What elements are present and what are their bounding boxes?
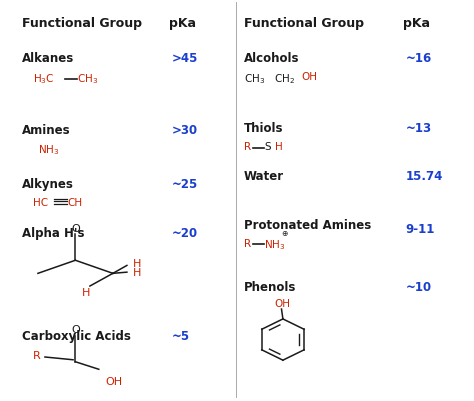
Text: Alkynes: Alkynes [21,178,73,190]
Text: R: R [33,350,41,360]
Text: Functional Group: Functional Group [21,16,142,30]
Text: OH: OH [301,72,318,81]
Text: HC: HC [33,197,48,207]
Text: Protonated Amines: Protonated Amines [244,218,371,231]
Text: H: H [275,142,283,152]
Text: CH$_3$: CH$_3$ [244,72,265,85]
Text: CH$_3$: CH$_3$ [77,72,98,86]
Text: Functional Group: Functional Group [244,16,364,30]
Text: CH: CH [67,197,82,207]
Text: Alcohols: Alcohols [244,52,300,65]
Text: Alkanes: Alkanes [21,52,74,65]
Text: ~13: ~13 [406,122,432,134]
Text: NH$_3$: NH$_3$ [38,143,59,157]
Text: OH: OH [106,377,123,387]
Text: CH$_2$: CH$_2$ [273,72,294,85]
Text: S: S [264,142,271,152]
Text: H: H [82,287,90,297]
Text: Carboxylic Acids: Carboxylic Acids [21,329,130,342]
Text: NH$_3$: NH$_3$ [264,238,285,252]
Text: pKa: pKa [403,16,430,30]
Text: Water: Water [244,170,284,182]
Text: H: H [133,259,141,269]
Text: ~10: ~10 [406,280,432,294]
Text: H$_3$C: H$_3$C [33,72,55,86]
Text: H: H [133,267,141,277]
Text: pKa: pKa [169,16,196,30]
Text: O: O [72,223,81,233]
Text: >45: >45 [172,52,198,65]
Text: ~20: ~20 [172,226,198,239]
Text: 9-11: 9-11 [406,222,435,235]
Text: >30: >30 [172,124,198,136]
Text: ~25: ~25 [172,178,198,190]
Text: Alpha H's: Alpha H's [21,226,84,239]
Text: R: R [244,238,251,248]
Text: 15.74: 15.74 [406,170,443,182]
Text: $\oplus$: $\oplus$ [281,228,289,237]
Text: ~16: ~16 [406,52,432,65]
Text: Amines: Amines [21,124,70,136]
Text: OH: OH [274,298,291,308]
Text: ~5: ~5 [172,329,190,342]
Text: R: R [244,142,251,152]
Text: Phenols: Phenols [244,280,296,294]
Text: O: O [72,324,81,334]
Text: Thiols: Thiols [244,122,283,134]
